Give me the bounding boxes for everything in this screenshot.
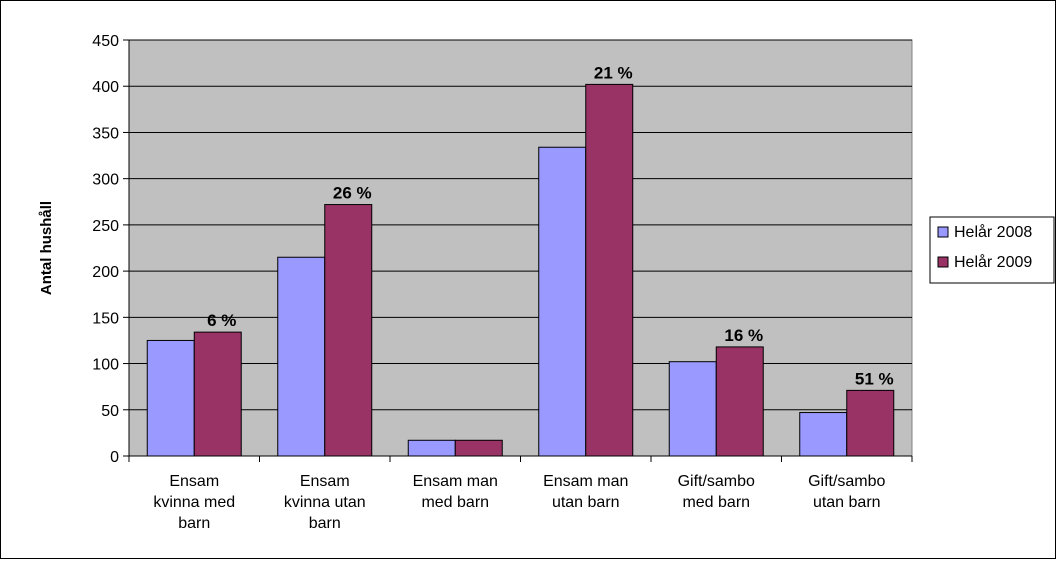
y-tick-label: 300 (92, 172, 119, 189)
bar-2008 (408, 440, 455, 456)
legend-swatch (938, 257, 948, 267)
legend-label: Helår 2009 (954, 253, 1032, 271)
x-tick-label: utan barn (552, 494, 620, 511)
bar-annotation: 21 % (594, 63, 633, 82)
y-tick-labels: 0 50 100 150 200 250 300 350 400 450 (92, 33, 119, 466)
x-tick-label: med barn (682, 494, 750, 511)
y-tick-label: 450 (92, 33, 119, 50)
y-tick-label: 100 (92, 357, 119, 374)
bar-2008 (800, 413, 847, 456)
x-tick-label: kvinna utan (284, 494, 366, 511)
bar-annotation: 26 % (333, 184, 372, 203)
x-tick-label: Ensam (300, 473, 350, 490)
bar-2008 (669, 362, 716, 456)
plot-area (129, 40, 912, 456)
y-axis-label: Antal hushåll (38, 201, 55, 295)
y-tick-label: 250 (92, 218, 119, 235)
x-tick-label: barn (309, 515, 341, 532)
bar-annotation: 16 % (724, 326, 763, 345)
y-tick-label: 150 (92, 310, 119, 327)
bar-2009 (716, 347, 763, 456)
x-tick-label: Gift/sambo (678, 473, 755, 490)
bar-2008 (539, 147, 586, 456)
bar-2009 (586, 84, 633, 456)
x-tick-label: Ensam man (543, 473, 628, 490)
x-tick-label: Ensam (169, 473, 219, 490)
x-tick-labels: Ensam kvinna med barn Ensam kvinna utan barn E… (153, 473, 885, 532)
x-tick-label: utan barn (813, 494, 881, 511)
legend-swatch (938, 227, 948, 237)
y-tick-label: 200 (92, 264, 119, 281)
bar-annotation: 6 % (207, 311, 236, 330)
legend-label: Helår 2008 (954, 223, 1032, 241)
y-tick-label: 50 (101, 403, 119, 420)
bar-2009 (455, 440, 502, 456)
x-tick-label: med barn (421, 494, 489, 511)
bar-2009 (325, 205, 372, 456)
legend: Helår 2008 Helår 2009 (930, 217, 1054, 283)
bar-2009 (847, 390, 894, 456)
x-tick-label: kvinna med (153, 494, 235, 511)
x-tick-label: Ensam man (413, 473, 498, 490)
y-tick-label: 350 (92, 125, 119, 142)
y-tick-label: 400 (92, 79, 119, 96)
y-tick-label: 0 (110, 449, 119, 466)
x-tick-label: Gift/sambo (808, 473, 885, 490)
x-tick-label: barn (178, 515, 210, 532)
bar-2008 (147, 340, 194, 456)
bar-annotation: 51 % (855, 369, 894, 388)
bar-2008 (278, 257, 325, 456)
bar-2009 (194, 332, 241, 456)
